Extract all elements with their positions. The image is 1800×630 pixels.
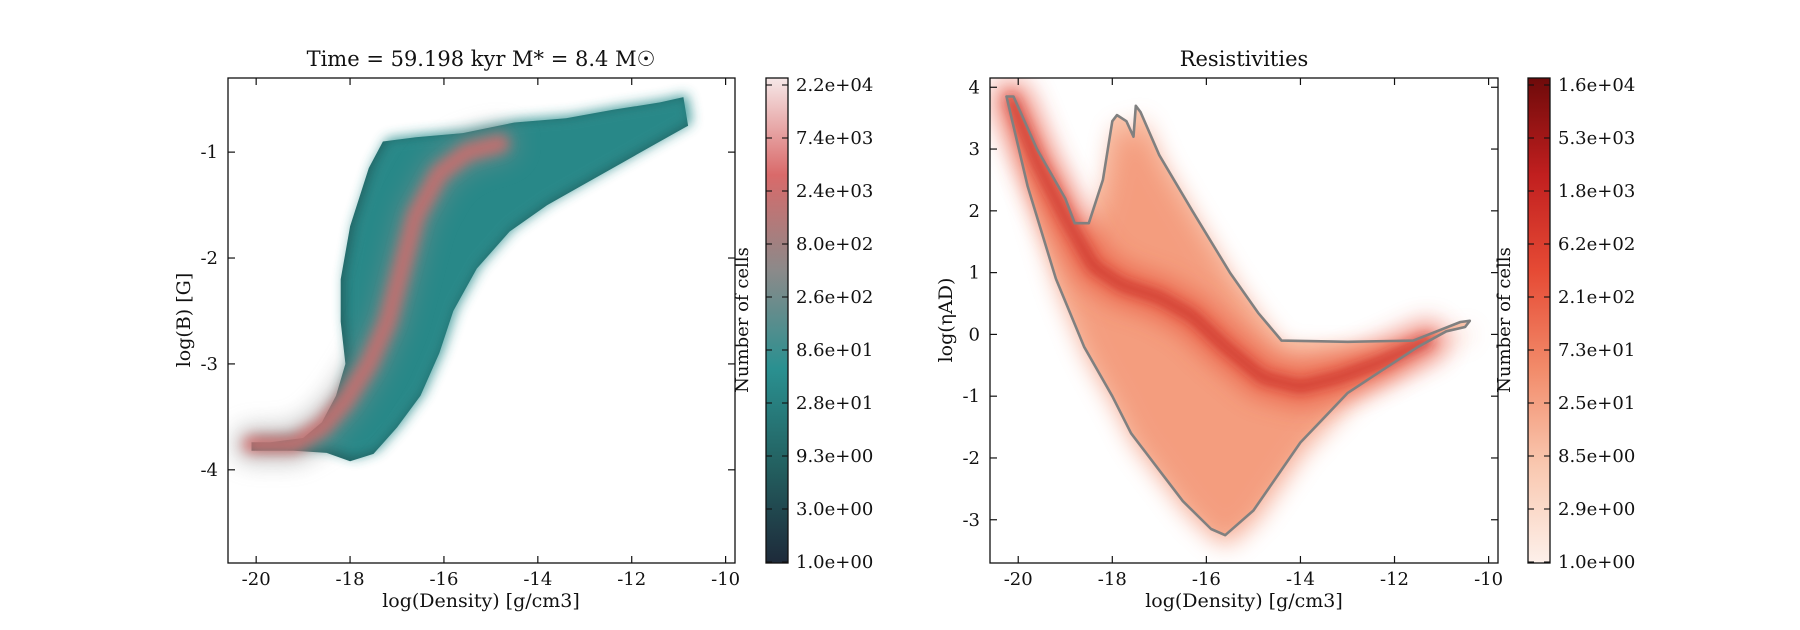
density-magnetic-field-heatmap [234,94,693,462]
y-axis-ticks: -3 -2 -1 0 1 2 3 4 [962,77,1498,531]
y-tick-label: -2 [962,448,980,469]
colorbar-tick-label: 8.0e+02 [796,234,873,255]
y-tick-label: 3 [969,139,980,160]
colorbar-tick-label: 8.6e+01 [796,340,873,361]
resistivity-panel: Resistivities -20 -18 -16 -14 -12 -10 -3-2-10… [935,47,1635,612]
colorbar-tick-label: 1.8e+03 [1558,181,1635,202]
x-tick-label: -20 [1004,569,1033,590]
x-tick-label: -16 [429,569,458,590]
colorbar-ticks: 1.0e+00 2.9e+00 8.5e+00 2.5e+01 7.3e+01 2.1e+… [1528,75,1635,573]
x-tick-label: -12 [617,569,646,590]
chart-title: Resistivities [1180,47,1309,71]
x-tick-label: -18 [336,569,365,590]
heatmap-ridge-core [1006,94,1433,392]
plot-frame [989,77,1499,564]
x-tick-label: -18 [1098,569,1127,590]
colorbar [1527,77,1551,564]
colorbar-tick-label: 3.0e+00 [796,499,873,520]
plot-frame [227,77,736,564]
x-tick-label: -14 [1286,569,1315,590]
colorbar-tick-label: 1.0e+00 [796,552,873,573]
colorbar-label: Number of cells [1494,247,1515,393]
colorbar-tick-label: 7.4e+03 [796,128,873,149]
y-tick-label: -2 [200,248,218,269]
colorbar-tick-label: 8.5e+00 [1558,446,1635,467]
x-tick-label: -10 [1474,569,1503,590]
colorbar-tick-label: 2.5e+01 [1558,393,1635,414]
colorbar-tick-label: 1.0e+00 [1558,552,1635,573]
colorbar-tick-label: 2.2e+04 [796,75,873,96]
colorbar-tick-label: 2.1e+02 [1558,287,1635,308]
y-tick-label: -3 [962,510,980,531]
heatmap-ridge-core [242,134,510,454]
heatmap-contour [1005,95,1472,537]
colorbar-tick-label: 9.3e+00 [796,446,873,467]
colorbar-tick-label: 5.3e+03 [1558,128,1635,149]
colorbar-tick-label: 2.6e+02 [796,287,873,308]
heatmap-mid-region [1009,106,1473,546]
x-axis-label: log(Density) [g/cm3] [382,590,580,612]
density-resistivity-heatmap [991,79,1473,546]
colorbar-label: Number of cells [732,247,753,393]
y-tick-label: -1 [200,142,218,163]
x-axis-ticks: -20 -18 -16 -14 -12 -10 [242,78,740,590]
y-tick-label: 4 [969,77,980,98]
x-tick-label: -16 [1192,569,1221,590]
colorbar-tick-label: 2.4e+03 [796,181,873,202]
x-tick-label: -20 [242,569,271,590]
y-tick-label: -1 [962,386,980,407]
y-tick-label: 0 [969,324,980,345]
colorbar [765,77,789,564]
x-axis-ticks: -20 -18 -16 -14 -12 -10 [1004,78,1503,590]
colorbar-tick-label: 7.3e+01 [1558,340,1635,361]
x-tick-label: -14 [523,569,552,590]
x-tick-label: -12 [1380,569,1409,590]
y-axis-label: log(B) [G] [173,273,195,368]
chart-title: Time = 59.198 kyr M* = 8.4 M☉ [307,47,656,71]
y-axis-label: log(ηAD) [935,278,957,363]
colorbar-tick-label: 2.9e+00 [1558,499,1635,520]
y-tick-label: 1 [969,263,980,284]
x-axis-label: log(Density) [g/cm3] [1145,590,1343,612]
colorbar-tick-label: 1.6e+04 [1558,75,1635,96]
y-axis-ticks: -4 -3 -2 -1 [200,142,735,481]
magnetic-field-panel: Time = 59.198 kyr M* = 8.4 M☉ -20 -18 -16-… [173,47,873,612]
x-tick-label: -10 [711,569,740,590]
colorbar-tick-label: 6.2e+02 [1558,234,1635,255]
y-tick-label: -3 [200,354,218,375]
y-tick-label: 2 [969,201,980,222]
y-tick-label: -4 [200,460,218,481]
colorbar-tick-label: 2.8e+01 [796,393,873,414]
colorbar-ticks: 1.0e+00 3.0e+00 9.3e+00 2.8e+01 8.6e+01 2.6e+… [766,75,873,573]
